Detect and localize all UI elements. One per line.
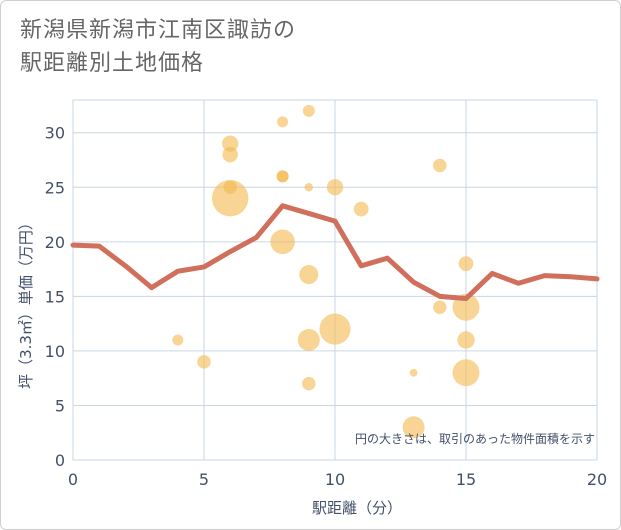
grid-layer xyxy=(72,99,598,461)
data-bubble xyxy=(326,179,344,196)
data-bubble xyxy=(211,179,249,217)
data-bubble xyxy=(452,359,480,387)
bubble-size-note: 円の大きさは、取引のあった物件面積を示す xyxy=(355,431,595,446)
x-tick-label: 20 xyxy=(587,470,607,489)
data-bubble xyxy=(276,170,289,183)
data-bubble xyxy=(319,313,351,345)
bubble-layer xyxy=(172,104,480,439)
y-axis-title: 坪（3.3㎡）単価（万円） xyxy=(17,215,35,389)
data-bubble xyxy=(433,300,447,315)
data-bubble xyxy=(270,229,295,255)
data-bubble xyxy=(297,329,320,351)
data-bubble xyxy=(223,180,237,195)
chart-title: 新潟県新潟市江南区諏訪の 駅距離別土地価格 xyxy=(20,14,296,80)
data-bubble xyxy=(433,158,447,173)
y-tick-label: 30 xyxy=(45,124,65,143)
x-tick-label: 15 xyxy=(456,470,476,489)
x-tick-label: 5 xyxy=(199,470,209,489)
data-bubble xyxy=(402,416,425,439)
data-bubble xyxy=(172,334,184,346)
y-tick-label: 10 xyxy=(45,342,65,361)
data-bubble xyxy=(353,201,369,217)
data-bubble xyxy=(458,256,474,272)
x-axis-title: 駅距離（分） xyxy=(312,499,402,517)
data-bubble xyxy=(299,265,319,285)
data-bubble xyxy=(457,331,475,349)
x-tick-label: 10 xyxy=(325,470,345,489)
y-tick-label: 20 xyxy=(45,233,65,252)
trend-line-layer xyxy=(70,203,600,302)
data-bubble xyxy=(197,355,211,369)
data-bubble xyxy=(302,104,315,117)
data-bubble xyxy=(277,116,289,128)
data-bubble xyxy=(302,376,316,391)
data-bubble xyxy=(452,293,480,321)
y-tick-label: 15 xyxy=(45,287,65,306)
average-price-line xyxy=(70,203,600,302)
chart-title-line-2: 駅距離別土地価格 xyxy=(20,51,205,76)
chart-title-line-1: 新潟県新潟市江南区諏訪の xyxy=(20,18,297,43)
data-bubble xyxy=(304,183,314,192)
y-tick-label: 5 xyxy=(55,396,65,415)
y-tick-label: 25 xyxy=(45,178,65,197)
data-bubble xyxy=(222,135,239,152)
y-tick-label: 0 xyxy=(55,451,65,470)
data-bubble xyxy=(409,368,418,377)
x-tick-label: 0 xyxy=(68,470,78,489)
tick-label-layer: 0 5 10 15 20 0 5 10 15 20 25 30 xyxy=(45,124,608,489)
